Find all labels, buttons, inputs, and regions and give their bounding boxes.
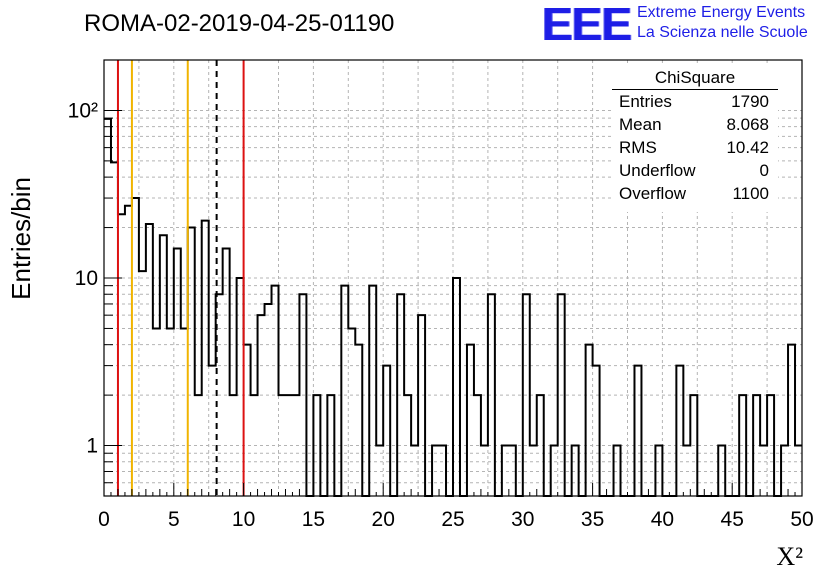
histogram-bar: [181, 328, 188, 496]
histogram-bar: [237, 278, 244, 496]
histogram-bar: [125, 206, 132, 496]
x-tick-label: 30: [511, 508, 534, 531]
histogram-bar: [383, 366, 390, 496]
stats-row-mean: Mean 8.068: [619, 115, 769, 137]
histogram-bar: [453, 278, 460, 496]
histogram-bar: [244, 345, 251, 496]
y-tick-label: 1: [86, 435, 98, 458]
x-axis-label: X²: [776, 542, 803, 571]
stats-row-underflow: Underflow 0: [619, 161, 769, 183]
x-tick-label: 40: [651, 508, 674, 531]
histogram-bar: [104, 119, 111, 496]
histogram-bar: [272, 286, 279, 496]
x-tick-label: 45: [721, 508, 744, 531]
histogram-bar: [265, 304, 272, 496]
histogram-bar: [188, 228, 195, 496]
stats-row-rms: RMS 10.42: [619, 138, 769, 160]
histogram-bar: [146, 224, 153, 496]
stats-value: 10.42: [726, 138, 769, 157]
stats-row-entries: Entries 1790: [619, 92, 769, 114]
histogram-bar: [209, 366, 216, 496]
histogram-bar: [418, 315, 425, 496]
histogram-outline: [104, 117, 802, 497]
stats-divider: [612, 89, 778, 90]
eee-logo-mark: EEE: [542, 0, 632, 50]
y-tick-label: 10: [75, 267, 98, 290]
stats-box: ChiSquare Entries 1790 Mean 8.068 RMS 10.42…: [612, 66, 778, 212]
histogram-bar: [586, 345, 593, 496]
stats-label: Mean: [619, 115, 662, 134]
histogram-bar: [202, 221, 209, 496]
histogram-bar: [153, 328, 160, 496]
x-tick-label: 15: [302, 508, 325, 531]
histogram-bar: [467, 345, 474, 496]
x-tick-label: 25: [441, 508, 464, 531]
histogram-bars: [104, 117, 802, 497]
histogram-bar: [167, 328, 174, 496]
eee-logo: EEE Extreme Energy Events La Scienza nel…: [542, 0, 832, 50]
stats-title: ChiSquare: [654, 68, 736, 87]
stats-value: 1790: [731, 92, 769, 111]
stats-label: RMS: [619, 138, 657, 157]
x-tick-label: 35: [581, 508, 604, 531]
run-title: ROMA-02-2019-04-25-01190: [84, 10, 395, 37]
y-axis-label: Entries/bin: [6, 177, 36, 300]
histogram-bar: [118, 214, 125, 496]
histogram-bar: [348, 328, 355, 496]
y-tick-label: 10²: [68, 99, 98, 122]
x-tick-label: 20: [372, 508, 395, 531]
histogram-bar: [634, 366, 641, 496]
histogram-bar: [132, 198, 139, 496]
stats-label: Underflow: [619, 161, 696, 180]
stats-label: Overflow: [619, 184, 687, 203]
stats-row-overflow: Overflow 1100: [619, 184, 769, 206]
histogram-bar: [355, 345, 362, 496]
stats-value: 0: [759, 161, 769, 180]
histogram-bar: [369, 286, 376, 496]
histogram-bar: [788, 345, 795, 496]
logo-line-2: La Scienza nelle Scuole: [637, 24, 808, 41]
histogram-bar: [593, 366, 600, 496]
stats-value: 1100: [732, 184, 769, 203]
x-tick-label: 50: [790, 508, 813, 531]
histogram-bar: [341, 286, 348, 496]
histogram-bar: [676, 366, 683, 496]
x-tick-label: 0: [98, 508, 110, 531]
stats-label: Entries: [619, 92, 672, 111]
x-tick-label: 5: [168, 508, 180, 531]
axes: 0 5 10 15 20 25 30 35 40 45 50 1 10 10²: [68, 59, 814, 531]
histogram-bar: [258, 315, 265, 496]
stats-value: 8.068: [726, 115, 769, 134]
x-tick-label: 10: [232, 508, 255, 531]
logo-line-1: Extreme Energy Events: [637, 4, 806, 21]
